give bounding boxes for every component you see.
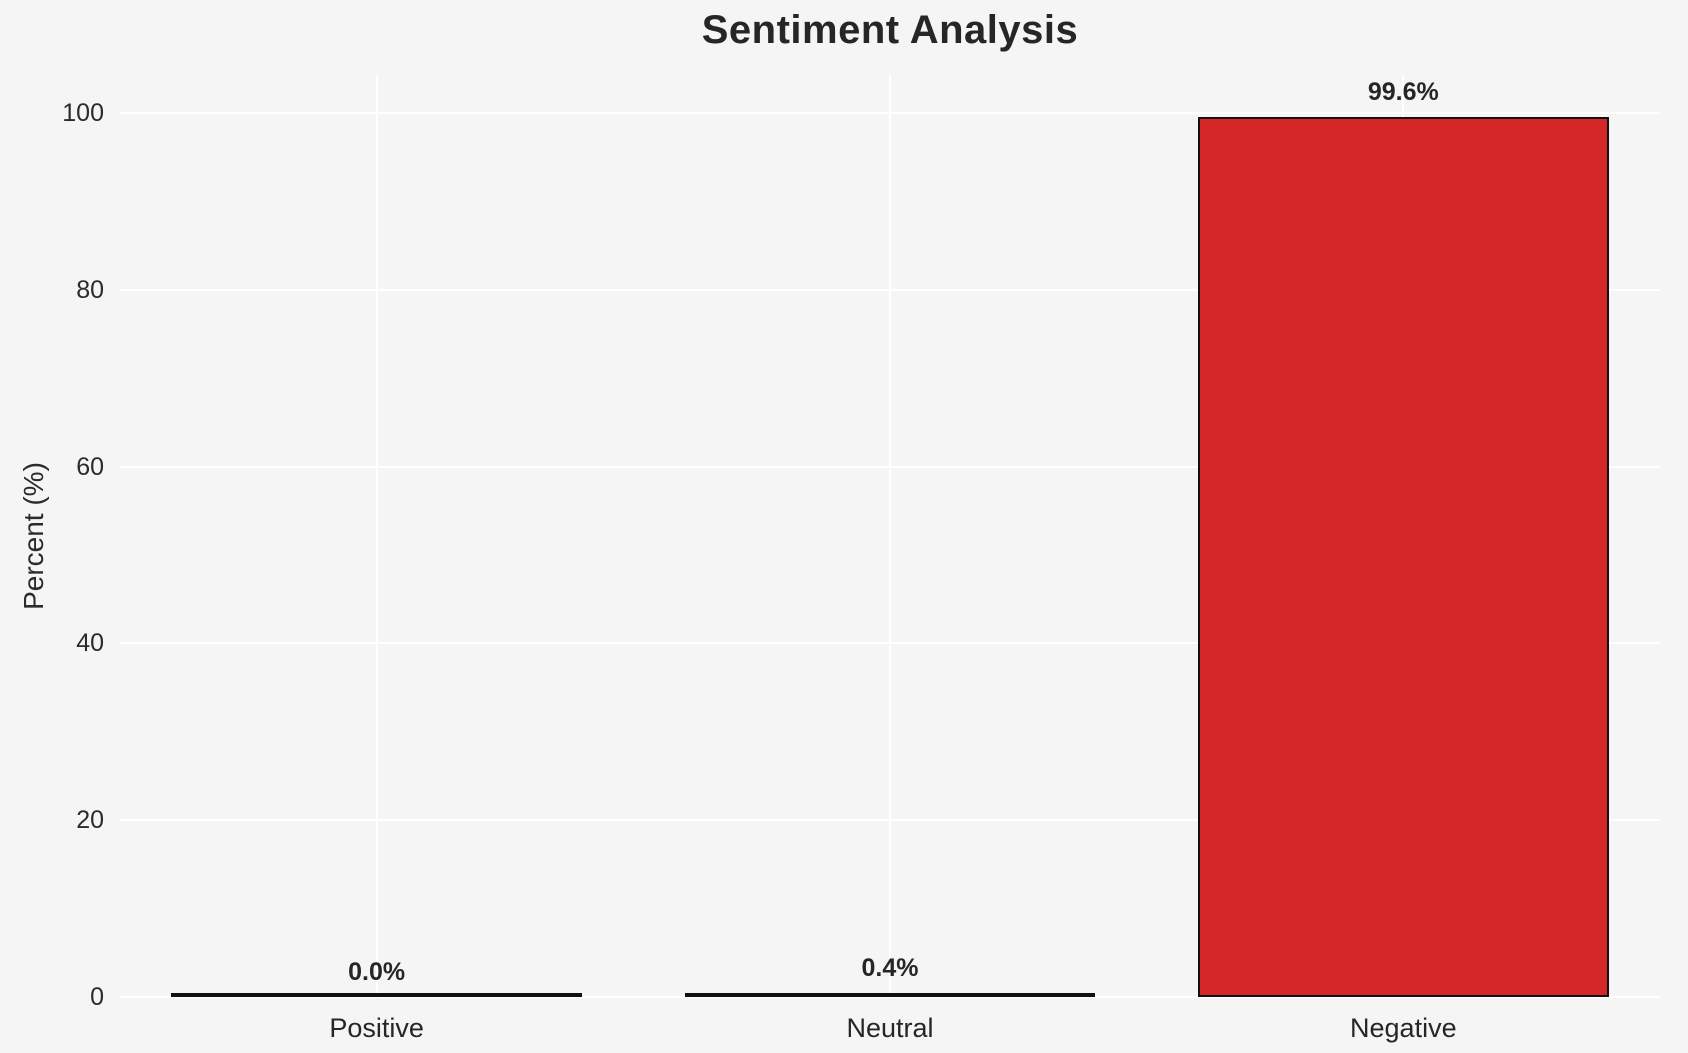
gridline-x-positive [375, 75, 378, 997]
chart-title: Sentiment Analysis [701, 8, 1079, 52]
ytick-label-0: 0 [90, 983, 104, 1011]
xtick-label-neutral: Neutral [846, 1013, 934, 1043]
xtick-label-positive: Positive [329, 1013, 424, 1043]
bar-negative [1198, 116, 1609, 997]
value-label-negative: 99.6% [1367, 77, 1439, 106]
ytick-label-80: 80 [76, 275, 104, 304]
value-label-neutral: 0.4% [861, 954, 919, 983]
value-label-positive: 0.0% [348, 958, 406, 986]
bar-positive [171, 993, 582, 997]
plot-area: 0.0% 0.4% 99.6% [120, 75, 1660, 998]
y-axis-label: Percent (%) [18, 462, 49, 610]
gridline-y-0 [120, 996, 1660, 998]
xtick-label-negative: Negative [1350, 1013, 1457, 1043]
ytick-label-100: 100 [62, 99, 104, 127]
ytick-label-20: 20 [76, 806, 104, 835]
ytick-label-60: 60 [76, 452, 104, 481]
gridline-x-neutral [889, 75, 891, 997]
ytick-label-40: 40 [76, 629, 104, 658]
bar-neutral [684, 993, 1096, 997]
